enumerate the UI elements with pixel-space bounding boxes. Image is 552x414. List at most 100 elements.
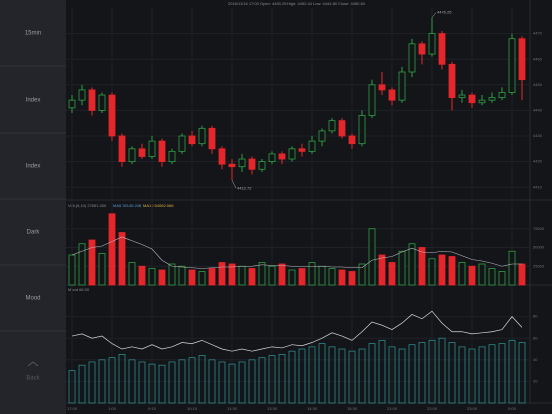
mood-bar — [428, 339, 436, 404]
chart-area — [66, 0, 552, 414]
mood-bar — [458, 346, 466, 404]
volume-bar — [408, 243, 416, 286]
volume-bar — [348, 271, 356, 286]
mood-bar — [388, 346, 396, 404]
mood-bar — [358, 348, 366, 404]
y-tick-label: 4470 — [533, 31, 543, 36]
candle-body — [258, 161, 266, 170]
mood-bar — [448, 342, 456, 404]
volume-bar — [308, 262, 316, 286]
volume-bar — [268, 265, 276, 286]
volume-bar — [168, 263, 176, 286]
candle-body — [388, 89, 396, 101]
candle-body — [348, 135, 356, 145]
mood-bar — [288, 350, 296, 404]
mood-bar — [138, 361, 146, 404]
y-tick-label: 4410 — [533, 184, 543, 189]
candle-body — [368, 84, 376, 116]
ma10-label: MA10 54062.066 — [143, 203, 174, 208]
extreme-pointer — [231, 180, 237, 189]
y-tick-label: 4440 — [533, 107, 543, 112]
volume-bar — [508, 250, 516, 286]
candle-body — [488, 97, 496, 101]
sidebar — [0, 0, 66, 414]
back-button[interactable]: Back — [26, 376, 40, 382]
mood-bar — [178, 359, 186, 404]
mood-bar — [198, 355, 206, 404]
candle-body — [198, 127, 206, 145]
candle-body — [468, 94, 476, 104]
mood-bar — [508, 339, 516, 404]
volume-bar — [418, 247, 426, 286]
candle-body — [188, 135, 196, 145]
volume-bar — [178, 265, 186, 286]
y-tick-label: 4460 — [533, 56, 543, 61]
x-tick-label: 9:15 — [148, 406, 157, 411]
candle-body — [158, 140, 166, 162]
volume-bar — [118, 232, 126, 286]
mood-bar — [108, 357, 116, 404]
x-tick-label: 10:15 — [187, 406, 198, 411]
volume-bar — [288, 269, 296, 286]
volume-bar — [448, 256, 456, 286]
info-open: Open: 4450.25 — [260, 1, 287, 6]
volume-bar — [328, 268, 336, 286]
y-tick-label: 40 — [533, 357, 538, 362]
back-icon — [27, 361, 39, 367]
mood-line — [71, 310, 523, 352]
candle-body — [318, 130, 326, 142]
mood-bar — [438, 337, 446, 404]
menu-item[interactable]: Dark — [27, 230, 41, 236]
candle-body — [78, 89, 86, 101]
volume-bar — [218, 262, 226, 286]
x-tick-label: 22:00 — [427, 406, 438, 411]
candle-body — [278, 153, 286, 160]
mood-bar — [468, 348, 476, 404]
menu-item[interactable]: Index — [26, 164, 41, 170]
mood-bar — [68, 370, 76, 404]
candle-body — [138, 148, 146, 157]
volume-bar — [498, 271, 506, 286]
ma5-label: MA5 39145.248 — [113, 203, 142, 208]
mood-bar — [328, 346, 336, 404]
candle-body — [438, 33, 446, 65]
volume-bar — [338, 269, 346, 286]
x-tick-label: 13:30 — [267, 406, 278, 411]
volume-bar — [98, 253, 106, 286]
mood-bar — [128, 359, 136, 404]
candle-body — [328, 120, 336, 132]
volume-bar — [518, 263, 526, 286]
candle-body — [128, 148, 136, 163]
mood-bar — [348, 350, 356, 404]
mood-bar — [158, 364, 166, 404]
volume-bar — [368, 228, 376, 286]
mood-bar — [298, 348, 306, 404]
mood-bar — [98, 359, 106, 404]
y-tick-label: 4420 — [533, 159, 543, 164]
menu-item[interactable]: 15min — [25, 31, 41, 37]
volume-bar — [208, 268, 216, 286]
mood-bar — [188, 357, 196, 404]
volume-bar — [158, 269, 166, 286]
mood-bar — [218, 361, 226, 404]
menu-item[interactable]: Mood — [25, 296, 40, 302]
mood-bar — [118, 353, 126, 404]
mood-title: Mood 66.00 — [68, 287, 90, 292]
info-high: High: 4452.44 — [287, 1, 313, 6]
candle-body — [98, 94, 106, 111]
candle-body — [228, 163, 236, 168]
volume-bar — [248, 268, 256, 286]
candle-body — [168, 150, 176, 163]
volume-bar — [488, 268, 496, 286]
volume-bar — [228, 263, 236, 286]
mood-bar — [78, 364, 86, 404]
volume-bar — [128, 262, 136, 286]
extreme-label: 4412.72 — [237, 185, 252, 190]
menu-item[interactable]: Index — [26, 98, 41, 104]
candle-body — [308, 140, 316, 152]
mood-bar — [148, 363, 156, 404]
volume-bar — [428, 258, 436, 286]
info-time: 2016/11/16 17:00 — [228, 1, 260, 6]
volume-bar — [78, 243, 86, 286]
